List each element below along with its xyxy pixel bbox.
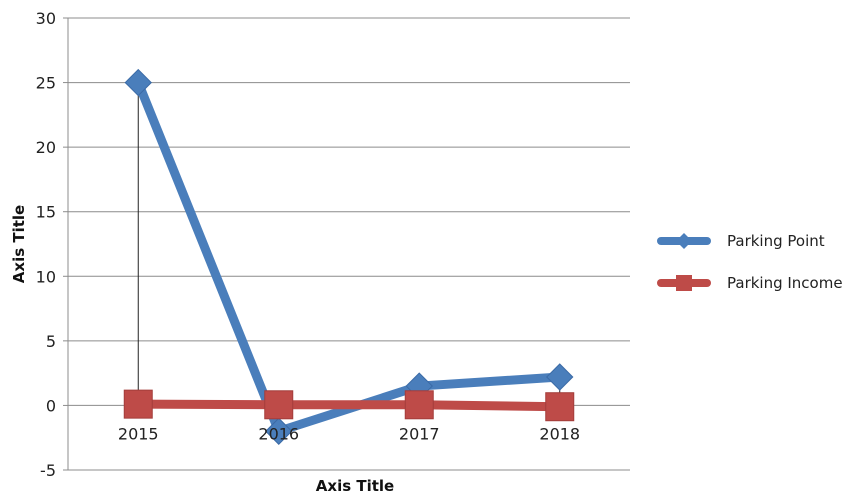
data-point-square	[404, 390, 434, 420]
y-axis-title: Axis Title	[10, 205, 28, 283]
x-tick-label: 2018	[539, 424, 580, 443]
series-1	[123, 389, 575, 422]
x-tick-label: 2017	[399, 424, 440, 443]
data-point-diamond	[546, 363, 574, 391]
y-tick-label: 5	[46, 332, 56, 351]
data-point-diamond	[265, 417, 293, 445]
y-tick-label: 10	[36, 267, 56, 286]
data-point-square	[545, 392, 575, 422]
x-tick-label: 2016	[258, 424, 299, 443]
series-line	[133, 399, 565, 412]
data-point-diamond	[124, 68, 152, 97]
legend-entry: Parking Point	[657, 232, 825, 250]
data-point-square	[123, 389, 153, 419]
y-tick-label: 0	[46, 396, 56, 415]
y-tick-label: 20	[36, 138, 56, 157]
legend-marker-diamond	[676, 233, 692, 249]
y-tick-label: 30	[36, 9, 56, 28]
series-0	[124, 68, 574, 445]
y-tick-label: 15	[36, 203, 56, 222]
y-axis-tick-labels: -5 0 5 10 15 20 25 30	[36, 9, 56, 480]
y-tick-label: 25	[36, 74, 56, 93]
legend-label: Parking Point	[727, 232, 825, 250]
x-axis-title: Axis Title	[316, 477, 394, 495]
legend: Parking Point Parking Income	[657, 232, 843, 292]
x-axis-tick-labels: 2015 2016 2017 2018	[118, 424, 580, 443]
legend-entry: Parking Income	[657, 274, 843, 292]
x-tick-label: 2015	[118, 424, 159, 443]
data-point-square	[264, 390, 294, 420]
series-line	[133, 78, 565, 436]
legend-marker-square	[676, 275, 692, 291]
legend-label: Parking Income	[727, 274, 843, 292]
y-tick-label: -5	[40, 461, 56, 480]
series-layer	[123, 68, 575, 445]
